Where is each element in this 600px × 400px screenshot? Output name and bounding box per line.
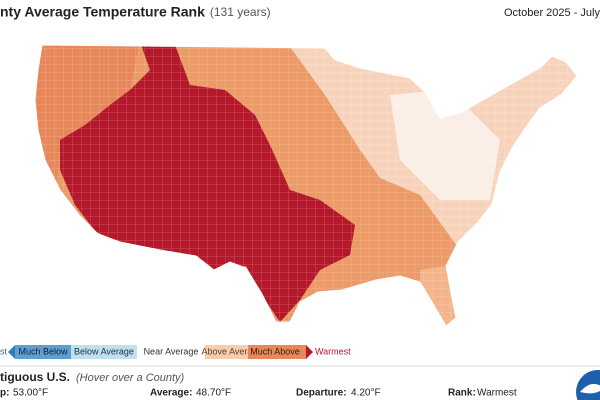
- field-label: p:: [0, 388, 9, 399]
- field-label: Average:: [150, 388, 192, 399]
- hover-hint: (Hover over a County): [76, 372, 185, 384]
- region-name: tiguous U.S.: [0, 370, 70, 384]
- map-subtitle: (131 years): [210, 5, 271, 19]
- legend-swatch: [137, 345, 205, 359]
- legend-swatch: [248, 345, 306, 359]
- legend-label: st: [0, 346, 8, 356]
- legend-swatch: [15, 345, 71, 359]
- legend-label: Below Average: [74, 346, 134, 356]
- field-label: Rank:: [448, 388, 476, 399]
- legend-swatch: [205, 345, 248, 359]
- legend: st Much Below Below Average Near Average…: [0, 345, 351, 359]
- legend-label: Warmest: [315, 346, 351, 356]
- field-label: Departure:: [296, 388, 347, 399]
- legend-label: Above Average: [202, 346, 263, 356]
- noaa-logo: [576, 370, 600, 400]
- legend-label: Much Below: [18, 346, 68, 356]
- period: October 2025 - July: [504, 7, 600, 19]
- legend-label: Much Above: [250, 346, 300, 356]
- field-value: 4.20°F: [351, 388, 381, 399]
- county-grid: [35, 45, 577, 326]
- legend-arrow: [306, 345, 313, 359]
- map-title: nty Average Temperature Rank: [0, 4, 205, 20]
- legend-arrow: [8, 345, 15, 359]
- field-value: Warmest: [477, 388, 517, 399]
- legend-label: Near Average: [144, 346, 199, 356]
- logo-bird: [580, 383, 600, 394]
- us-map: [35, 45, 577, 326]
- legend-swatch: [71, 345, 137, 359]
- field-value: 48.70°F: [196, 388, 231, 399]
- summary-fields: p: 53.00°F Average: 48.70°F Departure: 4…: [0, 388, 517, 399]
- field-value: 53.00°F: [13, 388, 48, 399]
